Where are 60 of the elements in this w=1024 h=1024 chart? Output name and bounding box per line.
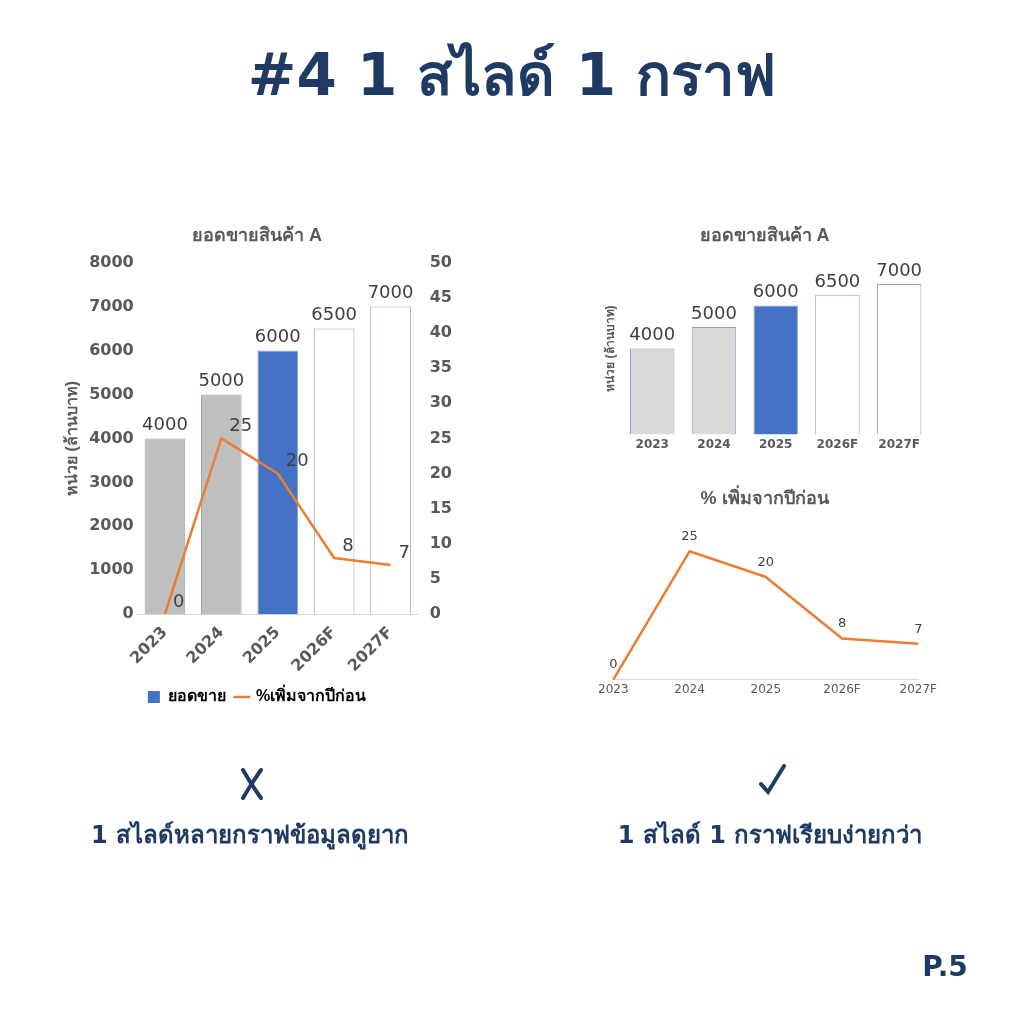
y2-tick-label: 15 <box>429 497 452 517</box>
text: 1 สไลด์หลายกราฟข้อมูลดูยาก <box>90 820 410 852</box>
x-tick-label: 2027F <box>878 436 920 451</box>
data-label: 0 <box>172 589 185 611</box>
x-tick-label: 2024 <box>674 681 705 696</box>
y2-tick-label: 5 <box>429 568 441 588</box>
data-label: 8 <box>342 533 354 555</box>
data-label: 4000 <box>629 323 676 345</box>
y2-tick-label: 45 <box>429 286 452 306</box>
y-tick-label: 6000 <box>89 339 134 359</box>
data-label: 6000 <box>254 325 301 347</box>
data-label: 25 <box>229 414 253 436</box>
data-label: 7 <box>914 620 923 636</box>
x-tick-label: 2025 <box>759 436 793 451</box>
y-tick-label: 4000 <box>89 427 134 447</box>
data-label: 7000 <box>367 281 414 303</box>
y-axis-title: หน่วย (ล้านบาท) <box>63 380 81 496</box>
y2-tick-label: 10 <box>429 533 452 553</box>
data-label: 0 <box>609 656 618 672</box>
y2-tick-label: 25 <box>429 427 452 447</box>
y-tick-label: 5000 <box>89 383 134 403</box>
data-label: 20 <box>757 553 775 569</box>
y2-tick-label: 20 <box>429 462 452 482</box>
legend-label: %เพิ่มจากปีก่อน <box>255 684 367 705</box>
data-label: 6500 <box>311 303 358 325</box>
text: #4 1 สไลด์ 1 กราฟ <box>247 40 777 111</box>
y2-tick-label: 40 <box>429 322 452 342</box>
y-tick-label: 2000 <box>89 515 134 535</box>
y-tick-label: 3000 <box>89 471 134 491</box>
x-tick-label: 2025 <box>750 681 782 696</box>
text: P.5 <box>922 950 968 983</box>
y2-tick-label: 35 <box>429 357 452 377</box>
text: 1 สไลด์ 1 กราฟเรียบง่ายกว่า <box>617 820 923 851</box>
data-label: 8 <box>837 615 847 631</box>
x-tick-label: 2026F <box>816 436 859 451</box>
y-tick-label: 7000 <box>89 295 134 315</box>
data-label: 7 <box>398 540 410 562</box>
y2-tick-label: 0 <box>429 603 441 623</box>
y-tick-label: 8000 <box>89 251 134 271</box>
x-tick-label: 2026F <box>823 681 861 696</box>
data-label: 4000 <box>142 413 188 435</box>
y-axis-title: หน่วย (ล้านบาท) <box>602 305 617 392</box>
data-label: 5000 <box>691 301 737 323</box>
data-label: 7000 <box>876 258 923 280</box>
data-label: 5000 <box>198 369 245 391</box>
chart-title: ยอดขายสินค้า A <box>699 224 830 245</box>
y-tick-label: 0 <box>122 603 134 623</box>
chart-title: ยอดขายสินค้า A <box>192 224 322 245</box>
chart-title: % เพิ่มจากปีก่อน <box>700 484 830 508</box>
y2-tick-label: 50 <box>429 251 452 271</box>
legend-label: ยอดขาย <box>167 687 226 705</box>
x-tick-label: 2023 <box>635 436 669 451</box>
x-tick-label: 2023 <box>598 681 629 696</box>
y2-tick-label: 30 <box>429 392 452 412</box>
data-label: 6000 <box>752 280 799 302</box>
x-tick-label: 2027F <box>899 681 938 696</box>
x-tick-label: 2024 <box>697 436 731 451</box>
y-tick-label: 1000 <box>89 559 134 579</box>
data-label: 6500 <box>814 269 861 291</box>
data-label: 25 <box>681 528 698 544</box>
